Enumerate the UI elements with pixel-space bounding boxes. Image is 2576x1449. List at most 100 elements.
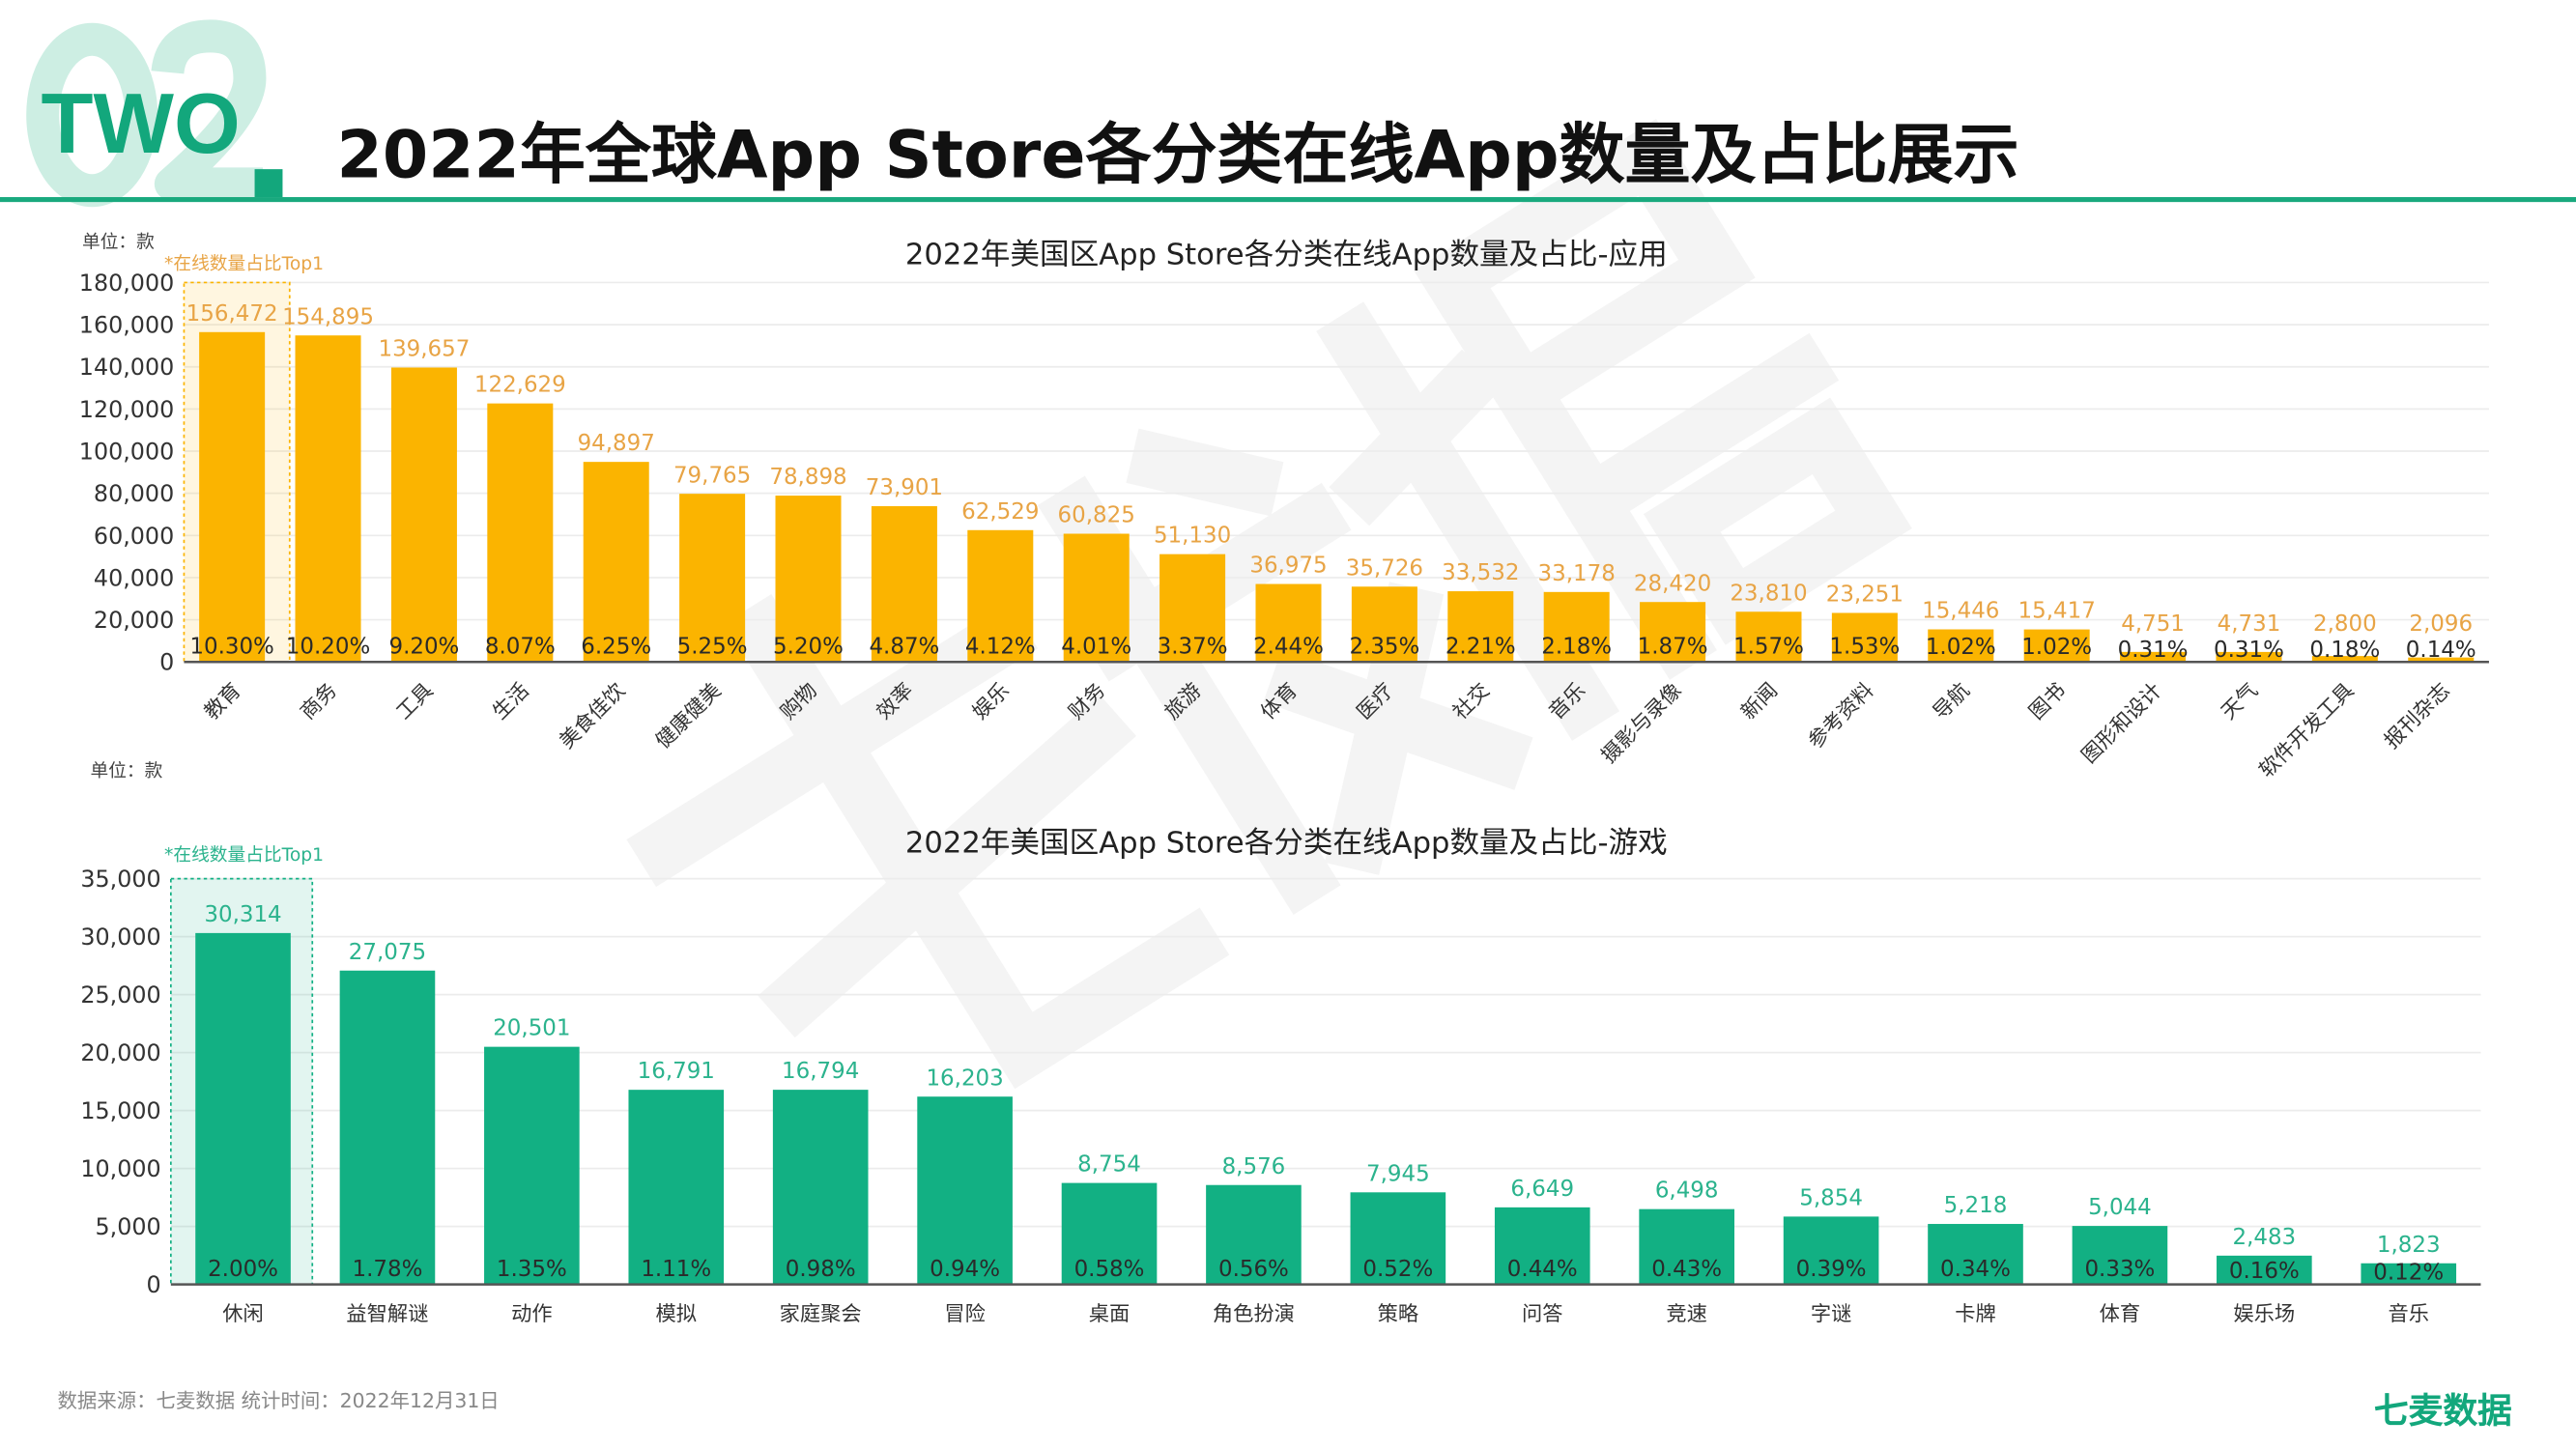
bar-竞速: [1639, 1208, 1734, 1285]
data-source: 数据来源：七麦数据 统计时间：2022年12月31日: [57, 1389, 500, 1413]
value-label: 33,178: [1538, 561, 1616, 586]
value-label: 78,898: [769, 465, 846, 490]
value-label: 8,754: [1077, 1152, 1141, 1178]
share-label: 8.07%: [485, 635, 556, 660]
digit-zero-shape: [26, 22, 158, 208]
value-label: 28,420: [1634, 571, 1711, 596]
value-label: 6,498: [1655, 1179, 1719, 1204]
share-label: 0.33%: [2084, 1257, 2155, 1282]
share-label: 5.25%: [677, 635, 748, 660]
accent-square: [254, 169, 283, 198]
share-label: 1.78%: [353, 1257, 423, 1282]
value-label: 5,854: [1799, 1185, 1863, 1210]
value-label: 2,483: [2232, 1225, 2296, 1250]
bar-娱乐: [967, 529, 1034, 663]
value-label: 15,446: [1922, 599, 1999, 624]
share-label: 0.44%: [1507, 1257, 1578, 1282]
share-label: 10.30%: [189, 635, 273, 660]
y-tick-label: 20,000: [80, 1039, 160, 1066]
section-label: TWO: [41, 76, 241, 173]
x-tick-label: 桌面: [1089, 1302, 1131, 1326]
bar-休闲: [195, 932, 291, 1285]
bar-动作: [484, 1046, 580, 1285]
y-tick-label: 100,000: [79, 439, 174, 466]
x-tick-label: 动作: [511, 1302, 553, 1326]
share-label: 0.94%: [930, 1257, 1000, 1282]
x-tick-label: 策略: [1378, 1302, 1419, 1326]
bar-医疗: [1351, 586, 1417, 663]
bar-娱乐场: [2217, 1255, 2312, 1285]
bar-体育: [2072, 1226, 2168, 1285]
value-label: 27,075: [349, 940, 426, 965]
value-label: 6,649: [1510, 1177, 1574, 1202]
value-label: 62,529: [961, 499, 1039, 525]
share-label: 0.31%: [2118, 638, 2189, 663]
bar-桌面: [1061, 1182, 1158, 1285]
bar-策略: [1350, 1192, 1446, 1285]
value-label: 30,314: [204, 902, 281, 927]
y-tick-label: 10,000: [80, 1155, 160, 1182]
y-tick-label: 120,000: [79, 396, 174, 423]
share-label: 0.12%: [2373, 1261, 2444, 1286]
x-tick-label: 字谜: [1811, 1302, 1852, 1326]
value-label: 2,800: [2313, 611, 2377, 637]
share-label: 1.87%: [1638, 635, 1708, 660]
bar-角色扮演: [1206, 1184, 1302, 1285]
share-label: 1.02%: [2021, 635, 2092, 660]
value-label: 16,794: [782, 1059, 859, 1084]
share-label: 2.00%: [208, 1257, 278, 1282]
y-tick-label: 15,000: [80, 1097, 160, 1124]
bar-报刊杂志: [2408, 657, 2475, 663]
chart2-title: 2022年美国区App Store各分类在线App数量及占比-游戏: [904, 826, 1668, 861]
y-tick-label: 5,000: [95, 1213, 160, 1240]
x-tick-label: 角色扮演: [1213, 1302, 1295, 1326]
share-label: 2.44%: [1253, 635, 1324, 660]
bar-购物: [775, 496, 842, 663]
share-label: 1.35%: [497, 1257, 567, 1282]
share-label: 0.58%: [1074, 1257, 1145, 1282]
value-label: 51,130: [1154, 524, 1231, 549]
share-label: 5.20%: [773, 635, 844, 660]
share-label: 2.35%: [1349, 635, 1419, 660]
x-tick-label: 家庭聚会: [780, 1302, 862, 1326]
digit-two-shape: [151, 19, 267, 201]
value-label: 8,576: [1222, 1154, 1286, 1179]
x-tick-label: 音乐: [2388, 1302, 2429, 1326]
y-tick-label: 40,000: [94, 564, 174, 591]
value-label: 15,417: [2018, 599, 2096, 624]
value-label: 154,895: [282, 304, 374, 329]
value-label: 156,472: [186, 301, 278, 327]
bar-健康健美: [679, 494, 746, 663]
value-label: 4,751: [2121, 611, 2185, 637]
bar-天气: [2216, 651, 2282, 663]
x-tick-label: 益智解谜: [346, 1302, 428, 1326]
bar-摄影与录像: [1640, 602, 1706, 663]
bar-图形和设计: [2120, 651, 2187, 663]
value-label: 5,218: [1944, 1193, 2008, 1218]
bar-冒险: [917, 1096, 1013, 1285]
x-tick-label: 娱乐场: [2233, 1302, 2295, 1326]
bar-问答: [1494, 1207, 1590, 1285]
share-label: 1.02%: [1926, 635, 1996, 660]
y-tick-label: 80,000: [94, 480, 174, 507]
bar-教育: [199, 331, 266, 663]
bar-效率: [871, 505, 937, 663]
y-tick-label: 60,000: [94, 523, 174, 550]
share-label: 2.18%: [1541, 635, 1612, 660]
bar-字谜: [1783, 1216, 1879, 1285]
share-label: 0.98%: [786, 1257, 856, 1282]
share-label: 4.87%: [869, 635, 939, 660]
value-label: 23,251: [1826, 582, 1903, 608]
value-label: 139,657: [378, 337, 470, 362]
bar-软件开发工具: [2311, 656, 2378, 663]
value-label: 16,203: [926, 1065, 1003, 1091]
bar-工具: [390, 367, 457, 663]
share-label: 0.39%: [1796, 1257, 1867, 1282]
share-label: 1.11%: [641, 1257, 711, 1282]
x-tick-label: 问答: [1522, 1302, 1563, 1326]
bar-生活: [487, 403, 554, 663]
share-label: 2.21%: [1445, 635, 1516, 660]
share-label: 0.34%: [1940, 1257, 2011, 1282]
value-label: 73,901: [866, 475, 943, 500]
